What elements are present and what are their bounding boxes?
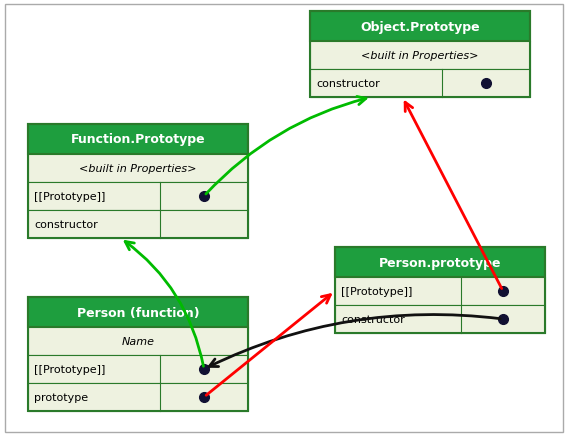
Text: [[Prototype]]: [[Prototype]] <box>34 364 105 374</box>
Text: Person.prototype: Person.prototype <box>379 256 501 269</box>
Bar <box>28 297 248 411</box>
Bar <box>335 277 545 305</box>
Text: Person (function): Person (function) <box>77 306 199 319</box>
Text: Name: Name <box>121 336 154 346</box>
Bar <box>310 12 530 98</box>
Text: prototype: prototype <box>34 392 88 402</box>
Bar <box>28 327 248 355</box>
Bar <box>310 70 530 98</box>
Bar <box>28 297 248 327</box>
Text: [[Prototype]]: [[Prototype]] <box>34 191 105 201</box>
Text: [[Prototype]]: [[Prototype]] <box>341 286 412 297</box>
Bar <box>335 305 545 333</box>
Text: Object.Prototype: Object.Prototype <box>360 21 480 33</box>
Bar <box>310 12 530 42</box>
Bar <box>28 125 248 155</box>
Text: constructor: constructor <box>34 219 98 230</box>
Text: <built in Properties>: <built in Properties> <box>362 51 479 61</box>
Bar <box>310 42 530 70</box>
Bar <box>335 247 545 333</box>
Bar <box>28 155 248 183</box>
Text: <built in Properties>: <built in Properties> <box>80 164 197 173</box>
Bar <box>28 183 248 211</box>
Bar <box>28 383 248 411</box>
Text: Function.Prototype: Function.Prototype <box>71 133 205 146</box>
Bar <box>28 211 248 238</box>
Text: constructor: constructor <box>316 79 380 89</box>
Text: constructor: constructor <box>341 314 405 324</box>
Bar <box>28 125 248 238</box>
Bar <box>335 247 545 277</box>
Bar <box>28 355 248 383</box>
